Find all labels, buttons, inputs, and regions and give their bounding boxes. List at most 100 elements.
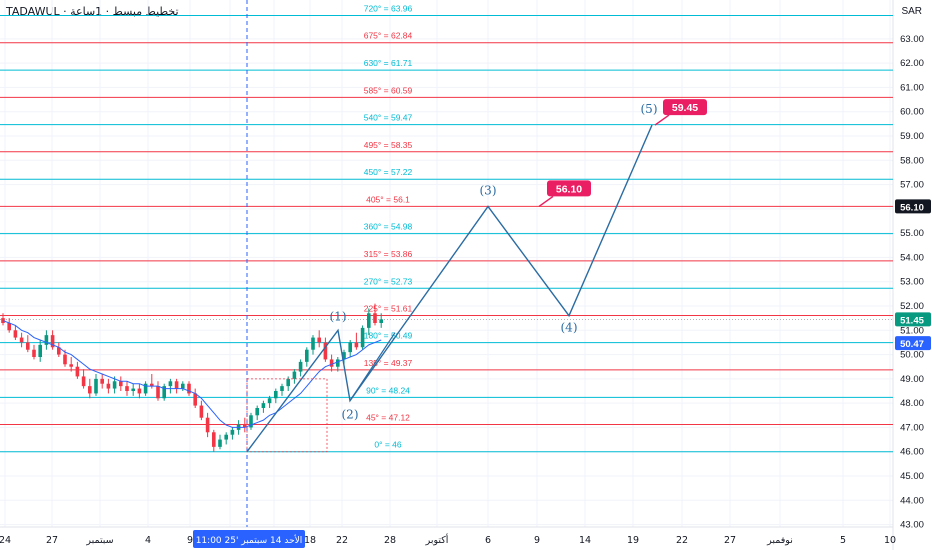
y-tick-label: 62.00 bbox=[900, 58, 924, 69]
candle-body bbox=[261, 403, 266, 408]
x-tick-label: 14 bbox=[579, 535, 591, 546]
wave-label: (1) bbox=[330, 309, 347, 323]
candle-body bbox=[125, 386, 129, 391]
y-tick-label: 57.00 bbox=[900, 180, 924, 191]
gann-level-label: 0° = 46 bbox=[374, 440, 402, 450]
y-tick-label: 46.00 bbox=[900, 447, 924, 458]
price-badge bbox=[895, 199, 931, 214]
candle-body bbox=[311, 337, 315, 350]
candle-body bbox=[181, 383, 185, 389]
candle-body bbox=[317, 337, 321, 343]
candle-body bbox=[69, 364, 73, 367]
candle-body bbox=[292, 371, 297, 379]
crosshair-label: الأحد 14 سبتمبر '25 11:00 bbox=[196, 534, 303, 546]
candle-body bbox=[212, 432, 216, 447]
x-tick-label: أكتوبر bbox=[425, 533, 449, 546]
y-tick-label: 50.00 bbox=[900, 350, 924, 361]
candle-body bbox=[193, 393, 197, 406]
candle-body bbox=[88, 386, 92, 394]
candle-body bbox=[19, 337, 24, 343]
candle-body bbox=[305, 349, 309, 362]
price-badge bbox=[895, 336, 931, 351]
moving-average-line bbox=[2, 320, 382, 428]
candle-body bbox=[267, 398, 272, 404]
y-tick-label: 55.00 bbox=[900, 228, 924, 239]
candle-body bbox=[100, 378, 104, 384]
symbol-title: TADAWUL · ﺗﺨﻄﻴﻂ ﻣﺒﺴﻂ · 1ساعة bbox=[6, 5, 179, 18]
target-box bbox=[663, 99, 707, 116]
x-tick-label: 9 bbox=[534, 535, 540, 546]
candle-body bbox=[205, 417, 210, 433]
gann-level-label: 450° = 57.22 bbox=[364, 167, 413, 177]
candle-body bbox=[323, 342, 328, 360]
target-pointer bbox=[654, 114, 670, 126]
candle-body bbox=[137, 388, 142, 394]
x-tick-label: سبتمبر bbox=[85, 535, 113, 546]
y-tick-label: 51.00 bbox=[900, 325, 924, 336]
crosshair-label-box bbox=[193, 530, 305, 548]
target-label: 59.45 bbox=[672, 102, 698, 114]
target-box bbox=[547, 180, 591, 197]
candle-body bbox=[81, 376, 86, 387]
candle-body bbox=[354, 342, 359, 348]
y-tick-label: 47.00 bbox=[900, 422, 924, 433]
candle-body bbox=[342, 352, 346, 360]
candle-body bbox=[249, 415, 253, 428]
y-tick-label: 49.00 bbox=[900, 374, 924, 385]
candle-body bbox=[336, 359, 340, 367]
target-pointer bbox=[538, 195, 554, 208]
candle-body bbox=[280, 386, 284, 391]
x-tick-label: 4 bbox=[145, 535, 151, 546]
candle-body bbox=[187, 383, 191, 394]
candle-body bbox=[286, 378, 290, 387]
candle-body bbox=[94, 378, 98, 394]
gann-level-label: 675° = 62.84 bbox=[364, 31, 413, 41]
price-badge-label: 51.45 bbox=[900, 315, 924, 326]
candle-body bbox=[7, 323, 11, 331]
candle-body bbox=[230, 429, 235, 435]
candle-body bbox=[119, 381, 123, 387]
candle-body bbox=[379, 319, 383, 323]
x-tick-label: 5 bbox=[840, 535, 846, 546]
candle-body bbox=[1, 318, 5, 323]
target-label: 56.10 bbox=[556, 183, 582, 195]
wave-label: (2) bbox=[342, 408, 359, 422]
candle-body bbox=[218, 439, 222, 447]
y-tick-label: 58.00 bbox=[900, 155, 924, 166]
x-tick-label: 22 bbox=[336, 535, 348, 546]
candle-body bbox=[274, 391, 278, 399]
gann-level-label: 630° = 61.71 bbox=[364, 58, 413, 68]
wave-label: (4) bbox=[561, 321, 578, 335]
candle-body bbox=[143, 383, 148, 394]
candle-body bbox=[367, 313, 371, 328]
candle-body bbox=[50, 335, 55, 348]
candle-body bbox=[348, 342, 352, 353]
wave-label: (3) bbox=[480, 183, 497, 197]
y-tick-label: 52.00 bbox=[900, 301, 924, 312]
gann-level-label: 45° = 47.12 bbox=[366, 413, 410, 423]
price-badge-label: 50.47 bbox=[900, 339, 924, 350]
candle-body bbox=[32, 349, 36, 357]
gann-level-label: 90° = 48.24 bbox=[366, 385, 410, 395]
x-tick-label: نوفمبر bbox=[766, 535, 793, 546]
x-tick-label: 28 bbox=[384, 535, 396, 546]
price-badge-label: 56.10 bbox=[900, 202, 924, 213]
candle-body bbox=[75, 366, 80, 377]
candle-body bbox=[26, 342, 30, 350]
candle-body bbox=[373, 313, 377, 323]
candle-body bbox=[329, 359, 334, 367]
y-tick-label: 63.00 bbox=[900, 34, 924, 45]
candle-body bbox=[243, 425, 247, 428]
x-tick-label: 27 bbox=[46, 535, 58, 546]
gann-level-label: 225° = 51.61 bbox=[364, 303, 413, 313]
y-tick-label: 53.00 bbox=[900, 277, 924, 288]
wave-channel-line bbox=[349, 332, 396, 402]
x-tick-label: 6 bbox=[485, 535, 491, 546]
x-tick-label: 10 bbox=[884, 535, 896, 546]
candle-body bbox=[112, 381, 117, 389]
gann-level-label: 180° = 50.49 bbox=[364, 331, 413, 341]
x-tick-label: 24 bbox=[0, 535, 11, 546]
y-tick-label: 60.00 bbox=[900, 107, 924, 118]
y-tick-label: 48.00 bbox=[900, 398, 924, 409]
